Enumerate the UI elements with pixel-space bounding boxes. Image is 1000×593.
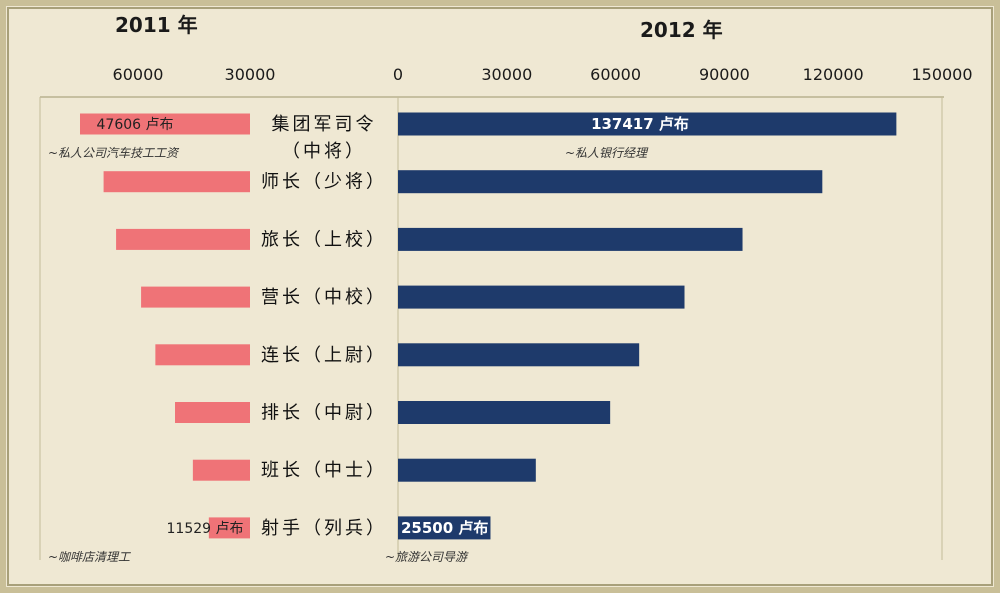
left-axis-ticks: 60000 30000 <box>113 65 276 84</box>
category-label-sub: （中将） <box>282 141 366 162</box>
category-label: 射手（列兵） <box>261 518 387 539</box>
value-label-2011: 47606 卢布 <box>97 117 174 133</box>
bar-2012 <box>398 170 823 194</box>
note-2012: ~私人银行经理 <box>565 146 649 160</box>
note-2012: ~旅游公司导游 <box>385 550 469 564</box>
category-label: 连长（上尉） <box>261 345 387 366</box>
right-tick-label: 30000 <box>481 65 532 84</box>
bars: 137417 卢布 47606 卢布 25500 卢布 11529 卢布 <box>80 112 897 540</box>
category-label: 排长（中尉） <box>261 403 387 424</box>
category-label: 集团军司令 <box>272 114 377 135</box>
right-tick-label: 90000 <box>699 65 750 84</box>
note-2011: ~咖啡店清理工 <box>48 550 131 564</box>
left-tick-label: 30000 <box>225 65 276 84</box>
bar-2012 <box>398 401 611 424</box>
value-label-2012: 137417 卢布 <box>591 115 689 133</box>
value-label-2011: 11529 卢布 <box>167 521 244 537</box>
right-tick-label: 150000 <box>911 65 972 84</box>
left-series-title: 2011 年 <box>115 13 198 37</box>
bar-2012 <box>398 227 743 251</box>
bar-2011 <box>103 171 251 193</box>
bar-2011 <box>192 459 250 481</box>
category-label: 师长（少将） <box>261 172 387 193</box>
bar-2012 <box>398 343 640 367</box>
bar-2012 <box>398 458 536 482</box>
right-tick-label: 0 <box>393 65 403 84</box>
right-tick-label: 60000 <box>590 65 641 84</box>
right-tick-label: 120000 <box>803 65 864 84</box>
bar-2012 <box>398 516 491 540</box>
note-2011: ~私人公司汽车技工工资 <box>48 146 180 160</box>
category-label: 旅长（上校） <box>261 229 387 250</box>
bar-2011 <box>80 113 250 135</box>
bar-2011 <box>141 286 250 308</box>
category-labels: 集团军司令 （中将） 师长（少将） 旅长（上校） 营长（中校） 连长（上尉） 排长（中尉） 班… <box>261 114 387 539</box>
right-axis-ticks: 0 30000 60000 90000 120000 150000 <box>393 65 973 84</box>
bar-2011 <box>155 344 250 366</box>
right-series-title: 2012 年 <box>640 18 723 42</box>
bar-2012 <box>398 112 897 136</box>
value-notes: ~私人公司汽车技工工资 ~私人银行经理 ~咖啡店清理工 ~旅游公司导游 <box>48 146 649 564</box>
bar-2011 <box>208 517 250 539</box>
bar-2011 <box>116 228 250 250</box>
bar-2011 <box>175 402 250 423</box>
category-label: 营长（中校） <box>261 287 387 308</box>
bar-2012 <box>398 285 685 309</box>
value-label-2012: 25500 卢布 <box>401 519 488 537</box>
category-label: 班长（中士） <box>261 460 387 481</box>
left-tick-label: 60000 <box>113 65 164 84</box>
gridlines <box>39 97 943 560</box>
